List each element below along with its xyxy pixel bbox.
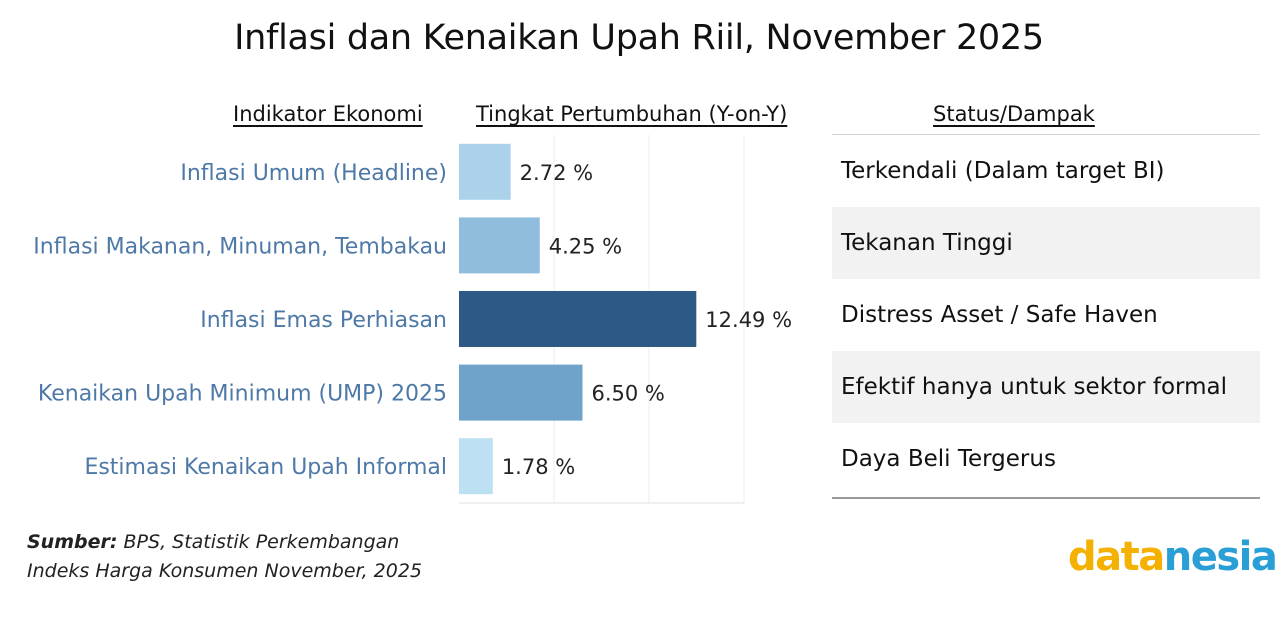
- data-label: 12.49 %: [705, 308, 792, 332]
- category-label: Kenaikan Upah Minimum (UMP) 2025: [38, 382, 447, 407]
- status-row: Daya Beli Tergerus: [841, 446, 1056, 472]
- bar: [459, 143, 511, 200]
- status-bottom-border: [832, 497, 1260, 499]
- data-label: 6.50 %: [592, 382, 665, 406]
- status-row: Efektif hanya untuk sektor formal: [832, 351, 1260, 423]
- source-note: Sumber: BPS, Statistik Perkembangan Inde…: [27, 528, 447, 586]
- status-row: Terkendali (Dalam target BI): [841, 158, 1165, 184]
- data-label: 1.78 %: [502, 455, 575, 479]
- category-label: Inflasi Makanan, Minuman, Tembakau: [33, 234, 447, 259]
- logo-part-nesia: nesia: [1163, 534, 1278, 580]
- status-top-border: [832, 134, 1260, 135]
- bar: [459, 438, 493, 495]
- bar: [459, 217, 540, 274]
- bar: [459, 364, 583, 421]
- category-label: Estimasi Kenaikan Upah Informal: [84, 455, 447, 480]
- header-growth: Tingkat Pertumbuhan (Y-on-Y): [476, 102, 788, 126]
- data-label: 2.72 %: [520, 161, 593, 185]
- bar: [459, 291, 697, 347]
- data-label: 4.25 %: [549, 234, 622, 258]
- header-indicator: Indikator Ekonomi: [233, 102, 423, 126]
- category-label: Inflasi Emas Perhiasan: [200, 308, 447, 333]
- status-row: Tekanan Tinggi: [832, 207, 1260, 279]
- chart-title: Inflasi dan Kenaikan Upah Riil, November…: [234, 18, 1044, 58]
- status-row: Distress Asset / Safe Haven: [841, 302, 1158, 328]
- source-text: BPS, Statistik Perkembangan Indeks Harga…: [27, 531, 423, 582]
- logo-part-data: data: [1068, 534, 1165, 580]
- header-status: Status/Dampak: [933, 102, 1095, 126]
- category-label: Inflasi Umum (Headline): [180, 161, 447, 186]
- source-label: Sumber:: [27, 531, 118, 553]
- datanesia-logo: datanesia: [1068, 534, 1278, 580]
